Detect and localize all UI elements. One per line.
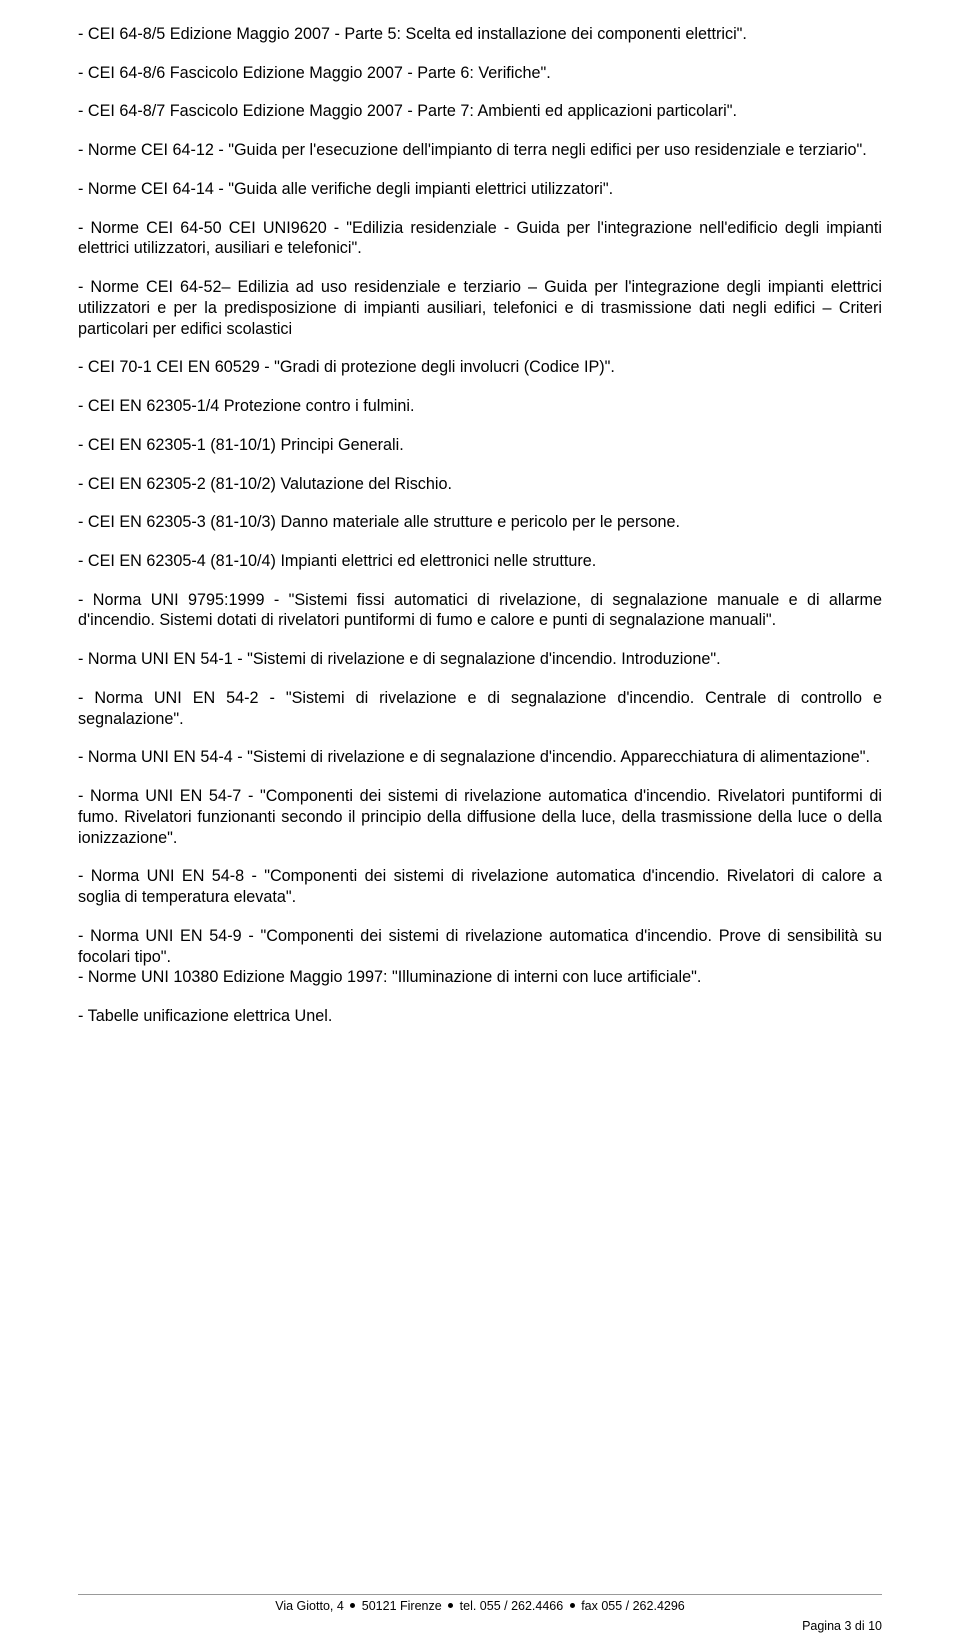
paragraph: - Tabelle unificazione elettrica Unel. bbox=[78, 1006, 882, 1027]
paragraph: - Norme CEI 64-52– Edilizia ad uso resid… bbox=[78, 277, 882, 339]
footer-part: Via Giotto, 4 bbox=[275, 1599, 344, 1613]
paragraph: - CEI 64-8/6 Fascicolo Edizione Maggio 2… bbox=[78, 63, 882, 84]
paragraph: - CEI EN 62305-3 (81-10/3) Danno materia… bbox=[78, 512, 882, 533]
paragraph: - CEI 64-8/7 Fascicolo Edizione Maggio 2… bbox=[78, 101, 882, 122]
paragraph: - CEI 70-1 CEI EN 60529 - "Gradi di prot… bbox=[78, 357, 882, 378]
paragraph: - CEI EN 62305-2 (81-10/2) Valutazione d… bbox=[78, 474, 882, 495]
footer-part: tel. 055 / 262.4466 bbox=[460, 1599, 564, 1613]
page-number: Pagina 3 di 10 bbox=[802, 1618, 882, 1634]
paragraph: - Norma UNI EN 54-2 - "Sistemi di rivela… bbox=[78, 688, 882, 729]
bullet-icon bbox=[448, 1603, 453, 1608]
paragraph: - Norma UNI EN 54-8 - "Componenti dei si… bbox=[78, 866, 882, 907]
paragraph: - CEI 64-8/5 Edizione Maggio 2007 - Part… bbox=[78, 24, 882, 45]
paragraph: - Norma UNI 9795:1999 - "Sistemi fissi a… bbox=[78, 590, 882, 631]
paragraph: - CEI EN 62305-1/4 Protezione contro i f… bbox=[78, 396, 882, 417]
page-footer: Via Giotto, 4 50121 Firenze tel. 055 / 2… bbox=[78, 1594, 882, 1614]
paragraph: - Norme CEI 64-14 - "Guida alle verifich… bbox=[78, 179, 882, 200]
footer-address: Via Giotto, 4 50121 Firenze tel. 055 / 2… bbox=[78, 1598, 882, 1614]
paragraph: - Norma UNI EN 54-1 - "Sistemi di rivela… bbox=[78, 649, 882, 670]
paragraph: - Norme CEI 64-50 CEI UNI9620 - "Edilizi… bbox=[78, 218, 882, 259]
paragraph: - Norma UNI EN 54-9 - "Componenti dei si… bbox=[78, 926, 882, 988]
footer-divider bbox=[78, 1594, 882, 1595]
bullet-icon bbox=[570, 1603, 575, 1608]
footer-part: fax 055 / 262.4296 bbox=[581, 1599, 685, 1613]
paragraph: - Norma UNI EN 54-4 - "Sistemi di rivela… bbox=[78, 747, 882, 768]
paragraph: - CEI EN 62305-4 (81-10/4) Impianti elet… bbox=[78, 551, 882, 572]
paragraph: - CEI EN 62305-1 (81-10/1) Principi Gene… bbox=[78, 435, 882, 456]
paragraph: - Norma UNI EN 54-7 - "Componenti dei si… bbox=[78, 786, 882, 848]
document-page: - CEI 64-8/5 Edizione Maggio 2007 - Part… bbox=[0, 0, 960, 1648]
footer-part: 50121 Firenze bbox=[362, 1599, 442, 1613]
bullet-icon bbox=[350, 1603, 355, 1608]
paragraph: - Norme CEI 64-12 - "Guida per l'esecuzi… bbox=[78, 140, 882, 161]
